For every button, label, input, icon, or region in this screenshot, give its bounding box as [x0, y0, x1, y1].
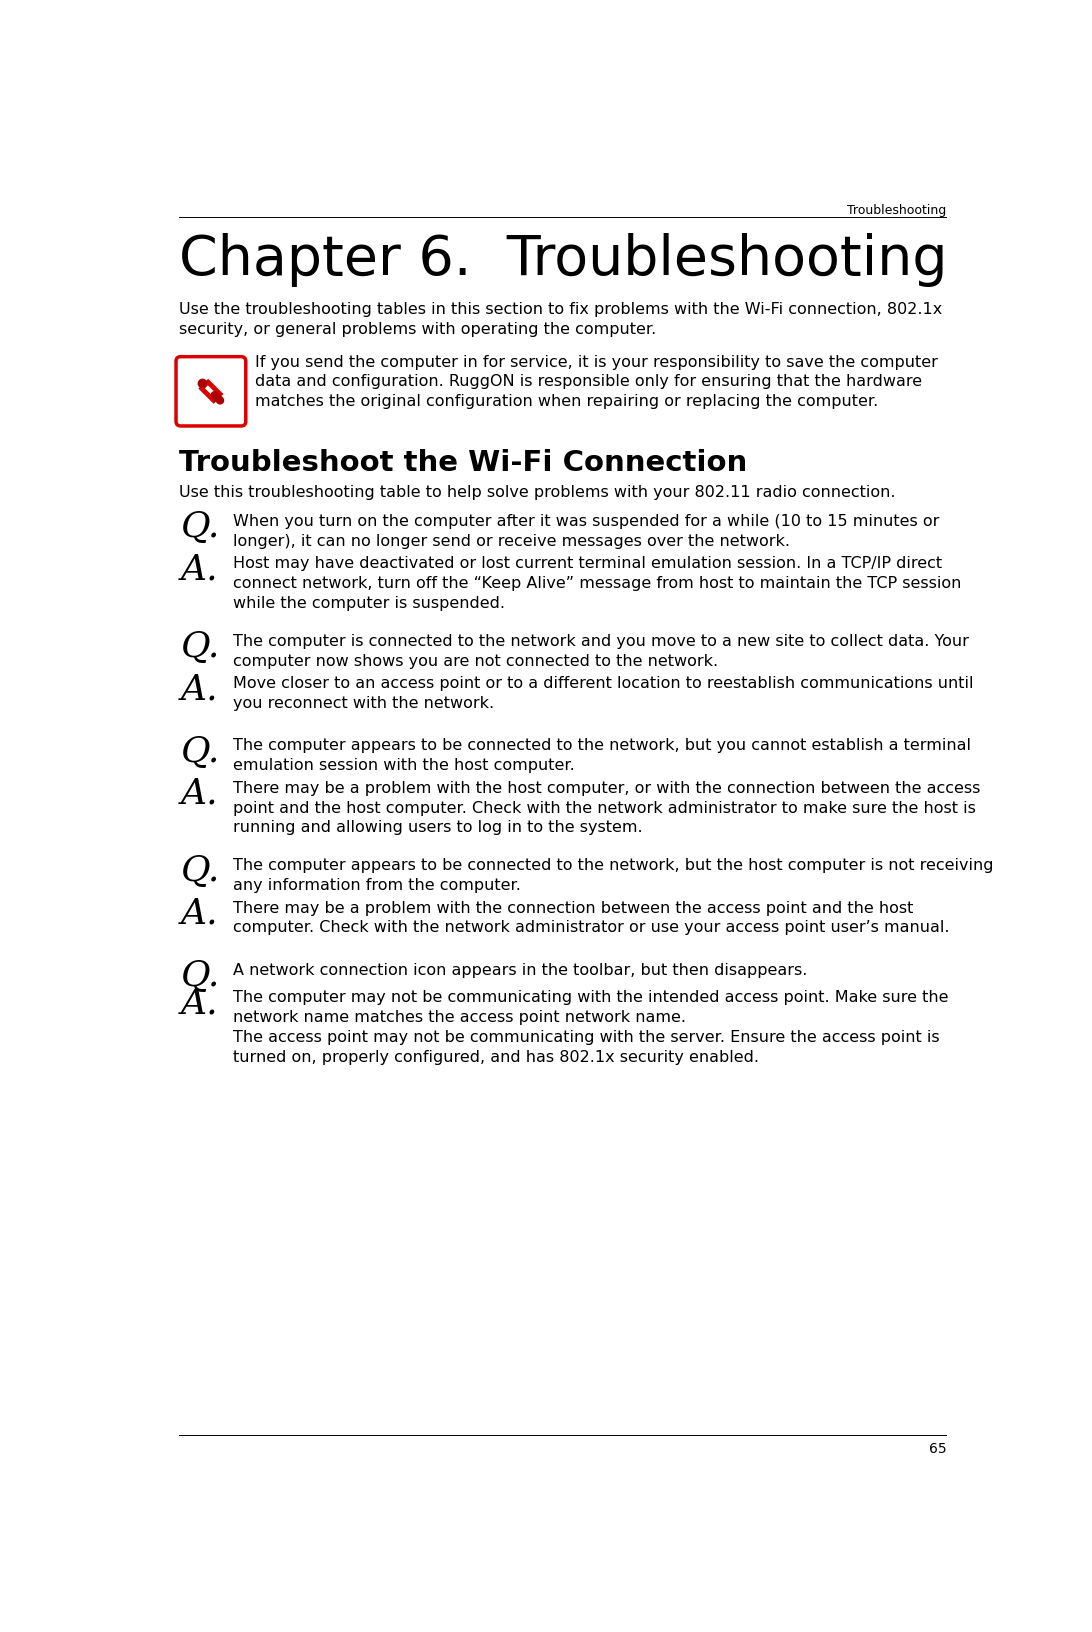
Text: The computer may not be communicating with the intended access point. Make sure : The computer may not be communicating wi…: [234, 989, 949, 1064]
Text: A.: A.: [180, 986, 218, 1020]
Text: Host may have deactivated or lost current terminal emulation session. In a TCP/I: Host may have deactivated or lost curren…: [234, 557, 962, 610]
Text: Move closer to an access point or to a different location to reestablish communi: Move closer to an access point or to a d…: [234, 676, 974, 710]
Text: A.: A.: [180, 896, 218, 930]
Text: A.: A.: [180, 672, 218, 705]
Text: The computer is connected to the network and you move to a new site to collect d: The computer is connected to the network…: [234, 633, 970, 667]
Text: Troubleshooting: Troubleshooting: [847, 204, 947, 217]
Text: 65: 65: [929, 1441, 947, 1456]
Text: Chapter 6.  Troubleshooting: Chapter 6. Troubleshooting: [179, 233, 948, 287]
Text: Q.: Q.: [180, 734, 221, 769]
Text: A.: A.: [180, 777, 218, 811]
Text: There may be a problem with the connection between the access point and the host: There may be a problem with the connecti…: [234, 899, 950, 935]
Text: Q.: Q.: [180, 630, 221, 664]
Text: The computer appears to be connected to the network, but you cannot establish a : The computer appears to be connected to …: [234, 738, 972, 772]
Text: There may be a problem with the host computer, or with the connection between th: There may be a problem with the host com…: [234, 780, 981, 836]
Text: Q.: Q.: [180, 958, 221, 992]
Text: A.: A.: [180, 552, 218, 586]
Text: Troubleshoot the Wi-Fi Connection: Troubleshoot the Wi-Fi Connection: [179, 449, 747, 477]
Text: Use the troubleshooting tables in this section to fix problems with the Wi-Fi co: Use the troubleshooting tables in this s…: [179, 302, 942, 336]
Text: The computer appears to be connected to the network, but the host computer is no: The computer appears to be connected to …: [234, 858, 994, 893]
FancyBboxPatch shape: [176, 357, 246, 426]
Text: If you send the computer in for service, it is your responsibility to save the c: If you send the computer in for service,…: [256, 354, 938, 410]
Text: When you turn on the computer after it was suspended for a while (10 to 15 minut: When you turn on the computer after it w…: [234, 514, 940, 548]
Text: A network connection icon appears in the toolbar, but then disappears.: A network connection icon appears in the…: [234, 963, 808, 978]
Text: Use this troubleshooting table to help solve problems with your 802.11 radio con: Use this troubleshooting table to help s…: [179, 485, 895, 499]
Text: Q.: Q.: [180, 854, 221, 888]
Text: Q.: Q.: [180, 509, 221, 543]
